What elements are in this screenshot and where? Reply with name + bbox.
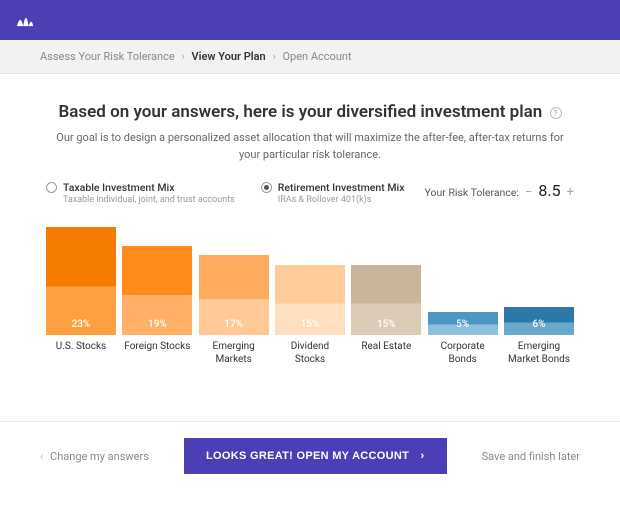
bar-percent: 15%: [377, 319, 396, 330]
breadcrumb: Assess Your Risk Tolerance › View Your P…: [0, 40, 620, 74]
footer: ‹ Change my answers LOOKS GREAT! OPEN MY…: [0, 421, 620, 494]
bar-label: Foreign Stocks: [124, 341, 190, 379]
logo-icon: [14, 8, 36, 32]
bar-label: Real Estate: [361, 341, 411, 379]
bar-label: U.S. Stocks: [56, 341, 106, 379]
cta-text: LOOKS GREAT! OPEN MY ACCOUNT: [206, 450, 409, 462]
radio-label: Taxable Investment Mix: [63, 181, 235, 194]
chevron-left-icon: ‹: [40, 450, 43, 463]
help-icon[interactable]: ?: [550, 107, 562, 119]
bar-label: Corporate Bonds: [428, 341, 498, 379]
radio-group: Taxable Investment Mix Taxable individua…: [46, 181, 405, 205]
radio-label: Retirement Investment Mix: [278, 181, 405, 194]
radio-sublabel: IRAs & Rollover 401(k)s: [278, 195, 405, 205]
breadcrumb-step-1[interactable]: Assess Your Risk Tolerance: [40, 50, 175, 63]
chevron-right-icon: ›: [421, 450, 425, 462]
page-title: Based on your answers, here is your dive…: [40, 102, 580, 122]
page-subhead: Our goal is to design a personalized ass…: [50, 130, 570, 163]
bar-percent: 6%: [532, 319, 545, 330]
radio-retirement[interactable]: Retirement Investment Mix IRAs & Rollove…: [261, 181, 405, 205]
bar-percent: 15%: [301, 319, 320, 330]
bar-percent: 19%: [148, 319, 167, 330]
chevron-right-icon: ›: [181, 50, 184, 63]
chart-bar: 19% Foreign Stocks: [122, 246, 192, 379]
open-account-button[interactable]: LOOKS GREAT! OPEN MY ACCOUNT ›: [184, 438, 446, 474]
bar-percent: 23%: [72, 319, 91, 330]
breadcrumb-step-2: View Your Plan: [191, 50, 265, 63]
radio-taxable[interactable]: Taxable Investment Mix Taxable individua…: [46, 181, 235, 205]
risk-label: Your Risk Tolerance:: [425, 186, 519, 199]
top-bar: [0, 0, 620, 40]
chart-bar: 15% Real Estate: [351, 265, 421, 379]
radio-icon: [261, 182, 272, 193]
headline-text: Based on your answers, here is your dive…: [59, 102, 543, 122]
bar-percent: 17%: [224, 319, 243, 330]
back-link-text: Change my answers: [50, 450, 149, 463]
radio-icon: [46, 182, 57, 193]
save-finish-link[interactable]: Save and finish later: [482, 450, 580, 463]
breadcrumb-step-3[interactable]: Open Account: [282, 50, 351, 63]
chart-bar: 15% Dividend Stocks: [275, 265, 345, 379]
bar-label: Emerging Market Bonds: [504, 341, 574, 379]
main-content: Based on your answers, here is your dive…: [0, 74, 620, 397]
risk-tolerance: Your Risk Tolerance: − 8.5 +: [425, 181, 574, 200]
change-answers-link[interactable]: ‹ Change my answers: [40, 450, 149, 463]
chart-bar: 6% Emerging Market Bonds: [504, 307, 574, 379]
risk-plus-button[interactable]: +: [567, 185, 574, 200]
chevron-right-icon: ›: [272, 50, 275, 63]
risk-value: 8.5: [538, 181, 560, 200]
allocation-chart: 23% U.S. Stocks 19% Foreign Stocks 17% Emergi…: [40, 249, 580, 379]
risk-minus-button[interactable]: −: [525, 185, 532, 200]
chart-bar: 23% U.S. Stocks: [46, 227, 116, 379]
bar-percent: 5%: [456, 319, 469, 330]
bar-label: Emerging Markets: [199, 341, 269, 379]
mix-selector-row: Taxable Investment Mix Taxable individua…: [40, 181, 580, 215]
bar-label: Dividend Stocks: [275, 341, 345, 379]
radio-sublabel: Taxable individual, joint, and trust acc…: [63, 195, 235, 205]
chart-bar: 17% Emerging Markets: [199, 255, 269, 379]
chart-bar: 5% Corporate Bonds: [428, 312, 498, 379]
